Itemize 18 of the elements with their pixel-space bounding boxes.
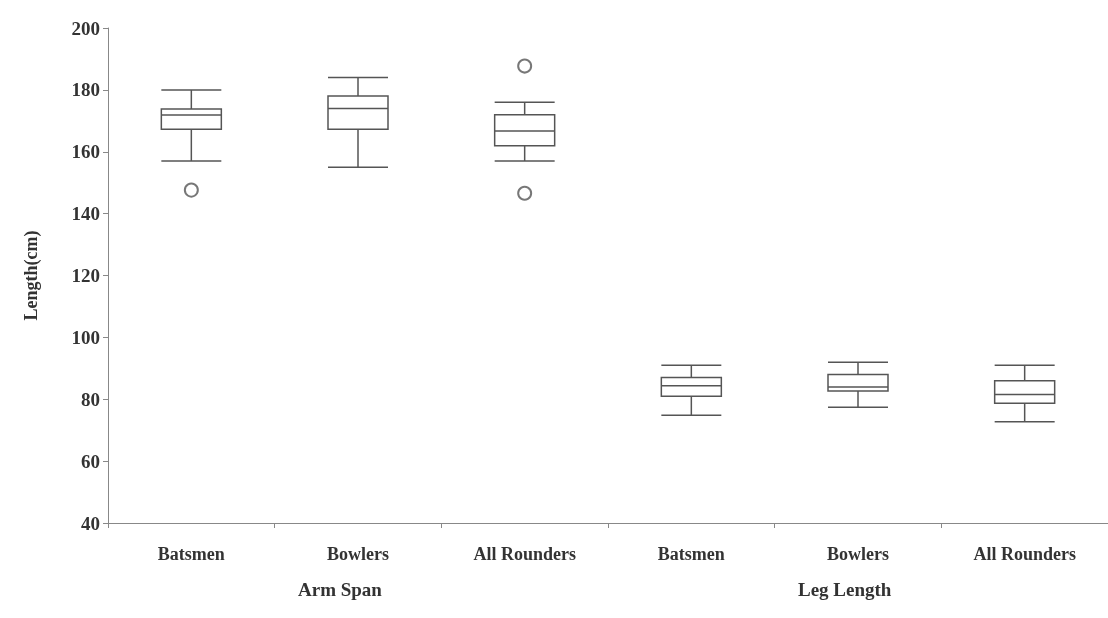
x-tick-label: Bowlers — [827, 544, 889, 564]
text: Arm Span — [298, 579, 383, 600]
x-tick-label: Batsmen — [157, 544, 225, 564]
x-tick-label: All Rounders — [473, 544, 576, 564]
y-tick-label: 80 — [81, 388, 100, 410]
y-tick-label: 60 — [81, 450, 100, 472]
x-tick-label: Bowlers — [327, 544, 389, 564]
x-tick-label: All Rounders — [973, 544, 1076, 564]
y-tick-label: 180 — [71, 79, 100, 101]
x-tick-label: Batsmen — [657, 544, 725, 564]
y-axis-title: Length(cm) — [21, 230, 42, 321]
text: Leg Length — [798, 579, 892, 600]
y-tick-label: 140 — [71, 203, 100, 225]
y-tick-label: 40 — [81, 512, 100, 534]
y-tick-label: 200 — [71, 17, 100, 39]
y-tick-label: 100 — [71, 326, 100, 348]
y-tick-label: 160 — [71, 141, 100, 163]
y-tick-label: 120 — [71, 265, 100, 286]
